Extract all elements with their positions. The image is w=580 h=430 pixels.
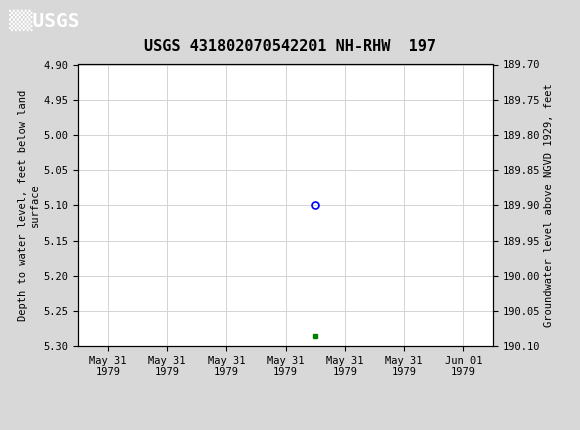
Text: USGS 431802070542201 NH-RHW  197: USGS 431802070542201 NH-RHW 197 [144, 39, 436, 54]
Y-axis label: Depth to water level, feet below land
surface: Depth to water level, feet below land su… [18, 90, 39, 321]
Text: ▒▒USGS: ▒▒USGS [9, 9, 79, 31]
Y-axis label: Groundwater level above NGVD 1929, feet: Groundwater level above NGVD 1929, feet [545, 83, 554, 327]
